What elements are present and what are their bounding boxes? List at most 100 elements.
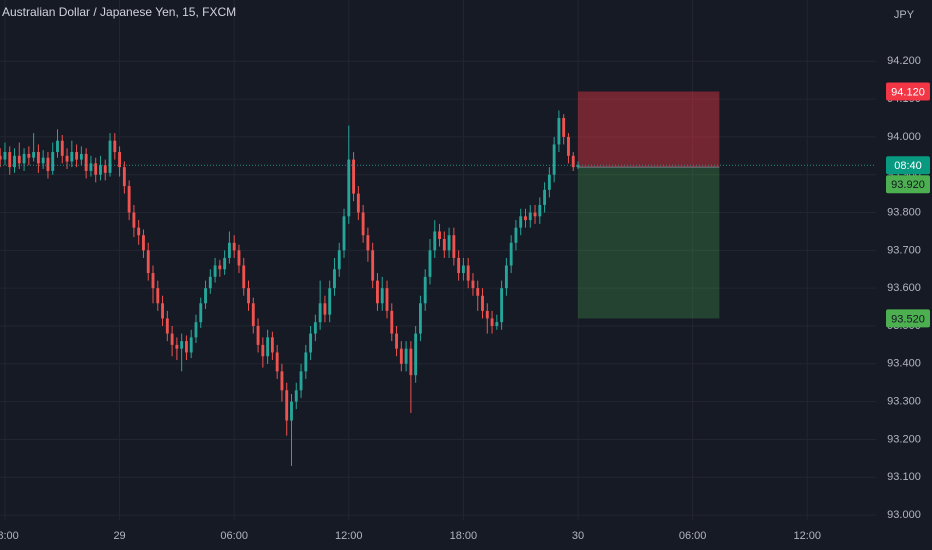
candle-body	[56, 140, 59, 153]
y-tick-label: 93.000	[887, 509, 921, 521]
candle-body	[452, 235, 456, 258]
countdown-label-box	[886, 156, 930, 175]
candle-body	[266, 337, 270, 357]
candle-body	[189, 337, 193, 353]
candle-body	[251, 303, 255, 326]
candle-body	[36, 152, 40, 164]
candle-body	[547, 174, 551, 190]
candle-body	[428, 250, 432, 277]
candle-body	[170, 333, 174, 345]
candle-body	[270, 337, 274, 353]
candle-body	[113, 140, 117, 153]
candle-body	[256, 325, 260, 345]
candle-body	[227, 242, 231, 258]
candle-body	[390, 310, 394, 334]
stop-zone	[578, 91, 720, 168]
y-tick-label: 94.000	[887, 131, 921, 143]
candle-body	[504, 265, 508, 289]
candle-body	[495, 322, 499, 326]
candle-body	[194, 322, 198, 338]
x-tick-label: 29	[113, 530, 125, 542]
entry-price-label: 93.920	[891, 179, 925, 191]
candle-body	[285, 390, 289, 421]
candle-body	[337, 250, 341, 270]
candle-body	[418, 303, 422, 334]
candle-body	[442, 239, 446, 251]
candle-body	[65, 155, 69, 162]
y-tick-label: 93.200	[887, 433, 921, 445]
x-tick-label: 06:00	[220, 530, 248, 542]
entry-price-label-box	[886, 175, 930, 194]
candle-body	[22, 153, 26, 164]
candle-body	[0, 155, 2, 160]
candle-body	[500, 288, 504, 323]
candle-body	[409, 348, 413, 376]
candle-body	[175, 344, 179, 349]
stop-price-label: 94.120	[891, 86, 925, 98]
candle-body	[557, 117, 561, 145]
candle-body	[414, 333, 418, 376]
candle-body	[519, 216, 523, 228]
candle-body	[199, 303, 203, 323]
candle-body	[3, 152, 7, 160]
candle-body	[165, 318, 169, 334]
candle-body	[328, 288, 332, 315]
candle-body	[352, 159, 356, 194]
candle-body	[318, 303, 322, 323]
candle-body	[481, 295, 484, 311]
candle-body	[461, 265, 465, 274]
candle-body	[552, 144, 556, 175]
candle-body	[223, 257, 227, 270]
y-tick-label: 93.600	[887, 282, 921, 294]
target-zone	[578, 167, 720, 319]
candle-body	[313, 322, 317, 334]
candle-body	[533, 212, 537, 217]
candle-body	[232, 242, 236, 251]
candle-body	[385, 288, 389, 311]
target-price-label: 93.520	[891, 313, 925, 325]
candle-body	[99, 165, 102, 175]
candle-body	[356, 193, 360, 213]
y-tick-label: 94.200	[887, 55, 921, 67]
candle-body	[404, 348, 408, 364]
candle-body	[361, 212, 365, 236]
x-tick-label: 12:00	[793, 530, 821, 542]
candle-body	[562, 117, 566, 137]
y-tick-label: 93.300	[887, 396, 921, 408]
y-tick-label: 93.800	[887, 206, 921, 218]
candle-body	[471, 280, 475, 289]
x-tick-label: 18:00	[0, 530, 19, 542]
candle-body	[294, 390, 298, 402]
candle-body	[151, 273, 155, 289]
candle-body	[538, 204, 542, 217]
candle-body	[514, 227, 518, 243]
candle-body	[309, 333, 313, 353]
candle-body	[333, 269, 336, 289]
candle-body	[8, 152, 12, 168]
candle-body	[137, 227, 141, 236]
candle-body	[46, 157, 50, 171]
candle-body	[204, 288, 207, 304]
candle-body	[438, 231, 441, 240]
candle-body	[509, 242, 513, 266]
stop-price-label-box	[886, 82, 930, 101]
candle-body	[70, 152, 74, 162]
candle-body	[447, 235, 451, 251]
candle-body	[567, 136, 570, 156]
candle-body	[457, 257, 461, 274]
y-axis-label: JPY	[894, 9, 915, 21]
candle-body	[103, 165, 107, 173]
y-tick-label: 93.700	[887, 244, 921, 256]
candle-body	[280, 371, 284, 391]
y-tick-label: 93.400	[887, 358, 921, 370]
candle-body	[571, 155, 575, 168]
candle-body	[218, 265, 222, 270]
candle-body	[347, 159, 351, 217]
candle-body	[60, 140, 64, 156]
candle-body	[485, 310, 489, 319]
candle-body	[27, 153, 31, 158]
position-tool	[578, 91, 720, 319]
candle-body	[118, 152, 122, 168]
